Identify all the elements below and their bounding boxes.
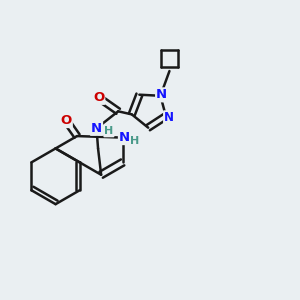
Text: N: N	[119, 131, 130, 144]
Text: N: N	[91, 122, 102, 135]
Text: N: N	[164, 111, 174, 124]
Text: O: O	[93, 91, 104, 104]
Text: H: H	[104, 126, 113, 136]
Text: H: H	[130, 136, 140, 146]
Text: O: O	[61, 114, 72, 127]
Text: N: N	[156, 88, 167, 101]
